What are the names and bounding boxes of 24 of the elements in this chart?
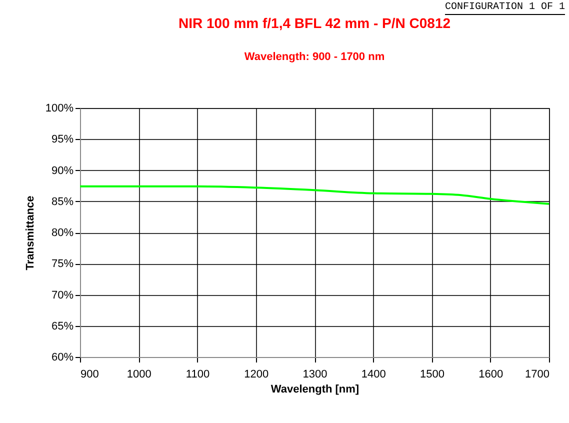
x-tick-label: 1100 <box>186 368 210 380</box>
y-tick-label: 90% <box>51 164 74 177</box>
text: CONFIGURATION 1 OF 1 <box>444 2 565 15</box>
y-axis-title: Transmittance <box>24 196 36 270</box>
x-tick-label: 900 <box>80 368 99 380</box>
chart-title: NIR 100 mm f/1,4 BFL 42 mm - P/N C0812 <box>178 15 451 31</box>
y-tick-label: 70% <box>51 289 74 302</box>
x-tick-label: 1200 <box>244 368 269 380</box>
x-tick-label: 1500 <box>420 368 444 380</box>
y-tick-label: 80% <box>51 227 74 239</box>
x-tick-label: 1300 <box>302 368 328 380</box>
y-tick-label: 85% <box>51 196 74 208</box>
y-tick-label: 60% <box>51 352 74 364</box>
chart-subtitle: Wavelength: 900 - 1700 nm <box>244 51 385 63</box>
y-tick-label: 65% <box>51 320 74 332</box>
x-axis-title: Wavelength [nm] <box>270 384 360 396</box>
y-tick-label: 95% <box>51 134 74 146</box>
x-tick-label: 1700 <box>525 368 550 380</box>
x-tick-label: 1000 <box>126 368 152 380</box>
y-tick-label: 75% <box>51 258 74 270</box>
line-series <box>79 185 550 205</box>
x-tick-label: 1600 <box>478 368 504 380</box>
y-tick-label: 100% <box>45 102 74 114</box>
x-tick-label: 1400 <box>361 368 386 380</box>
